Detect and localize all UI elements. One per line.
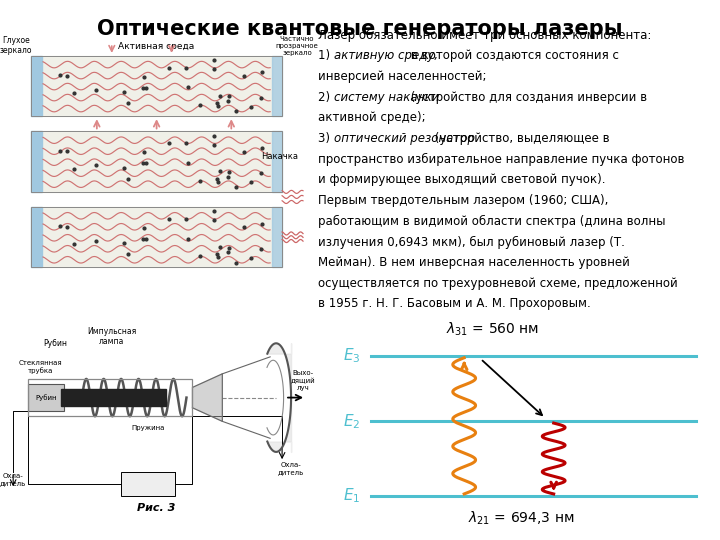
Text: Выхо-
дящий
луч: Выхо- дящий луч — [291, 370, 315, 391]
Bar — [31, 207, 282, 267]
Bar — [28, 379, 192, 416]
Text: Рубин: Рубин — [35, 394, 57, 401]
Text: Рубин: Рубин — [43, 339, 67, 348]
Bar — [271, 56, 282, 116]
Text: Мейман). В нем инверсная населенность уровней: Мейман). В нем инверсная населенность ур… — [318, 256, 629, 269]
Text: Активная среда: Активная среда — [119, 43, 194, 51]
Text: (устройство, выделяющее в: (устройство, выделяющее в — [431, 132, 610, 145]
Text: и формирующее выходящий световой пучок).: и формирующее выходящий световой пучок). — [318, 173, 606, 186]
Text: $E_1$: $E_1$ — [343, 487, 361, 505]
Bar — [28, 384, 64, 411]
Text: в 1955 г. Н. Г. Басовым и А. М. Прохоровым.: в 1955 г. Н. Г. Басовым и А. М. Прохоров… — [318, 298, 590, 310]
Text: пространство избирательное направление пучка фотонов: пространство избирательное направление п… — [318, 153, 684, 166]
Polygon shape — [192, 374, 222, 421]
Text: $E_3$: $E_3$ — [343, 347, 361, 365]
Text: $\lambda_{21}$ = 694,3 нм: $\lambda_{21}$ = 694,3 нм — [468, 510, 575, 527]
Text: Частично
прозрачное
зеркало: Частично прозрачное зеркало — [276, 36, 318, 56]
Bar — [31, 207, 42, 267]
Text: Пружина: Пружина — [131, 425, 164, 431]
Bar — [31, 56, 42, 116]
Text: Оптические квантовые генераторы лазеры: Оптические квантовые генераторы лазеры — [97, 19, 623, 39]
Text: оптический резонатор: оптический резонатор — [333, 132, 474, 145]
Bar — [61, 389, 166, 406]
Text: $E_2$: $E_2$ — [343, 412, 361, 430]
Text: Лазер обязательно имеет три основных компонента:: Лазер обязательно имеет три основных ком… — [318, 29, 651, 42]
Text: Охла-
дитель: Охла- дитель — [278, 462, 304, 475]
Text: в которой создаются состояния с: в которой создаются состояния с — [407, 50, 618, 63]
Text: Охла-
дитель: Охла- дитель — [0, 472, 27, 485]
Text: Накачка: Накачка — [261, 152, 298, 161]
Bar — [31, 131, 282, 192]
Text: активную среду,: активную среду, — [333, 50, 438, 63]
Text: Рис. 3: Рис. 3 — [138, 503, 176, 513]
Bar — [271, 207, 282, 267]
Text: инверсией населенностей;: инверсией населенностей; — [318, 70, 486, 83]
Bar — [31, 56, 282, 116]
Text: излучения 0,6943 мкм), был рубиновый лазер (Т.: излучения 0,6943 мкм), был рубиновый лаз… — [318, 235, 625, 248]
Text: Первым твердотельным лазером (1960; США),: Первым твердотельным лазером (1960; США)… — [318, 194, 608, 207]
Text: (устройство для создания инверсии в: (устройство для создания инверсии в — [407, 91, 647, 104]
Text: Импульсная
лампа: Импульсная лампа — [87, 327, 136, 346]
Bar — [31, 207, 282, 267]
Text: Источник
питания: Источник питания — [130, 478, 165, 491]
Text: работающим в видимой области спектра (длина волны: работающим в видимой области спектра (дл… — [318, 215, 665, 228]
Text: 1): 1) — [318, 50, 333, 63]
Text: активной среде);: активной среде); — [318, 111, 426, 125]
Text: 3): 3) — [318, 132, 333, 145]
Bar — [121, 472, 174, 496]
Bar — [31, 131, 42, 192]
Text: Стеклянная
трубка: Стеклянная трубка — [18, 360, 62, 374]
Bar — [31, 131, 282, 192]
Text: Глухое
зеркало: Глухое зеркало — [0, 36, 32, 56]
Text: осуществляется по трехуровневой схеме, предложенной: осуществляется по трехуровневой схеме, п… — [318, 277, 678, 290]
Bar — [31, 56, 282, 116]
Text: 2): 2) — [318, 91, 333, 104]
Bar — [271, 131, 282, 192]
Text: систему накачки: систему накачки — [333, 91, 439, 104]
Text: $\lambda_{31}$ = 560 нм: $\lambda_{31}$ = 560 нм — [446, 321, 539, 339]
